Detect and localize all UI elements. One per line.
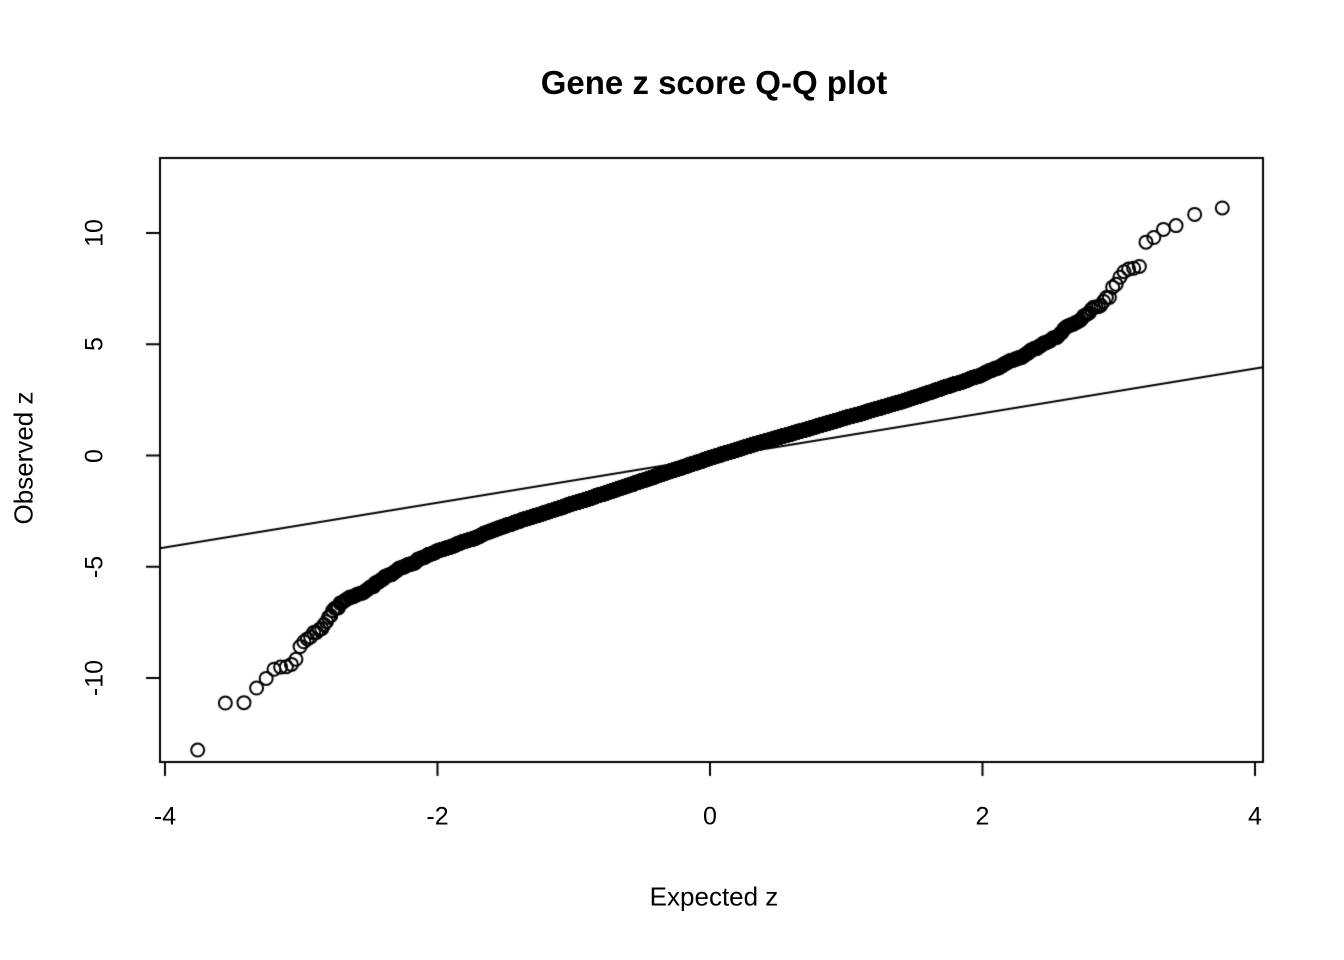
x-tick-label: -4 — [153, 802, 177, 831]
y-axis-label: Observed z — [8, 391, 39, 525]
y-tick-label: 10 — [80, 218, 109, 247]
x-axis-label: Expected z — [649, 881, 779, 912]
y-tick-label: 0 — [80, 448, 109, 463]
x-tick-label: -2 — [426, 802, 449, 831]
x-tick-label: 2 — [975, 802, 990, 831]
x-tick-label: 4 — [1248, 802, 1262, 831]
y-tick-label: 5 — [80, 337, 109, 352]
y-tick-label: -5 — [80, 555, 109, 578]
chart-title: Gene z score Q-Q plot — [540, 64, 888, 101]
x-tick-label: 0 — [703, 802, 717, 831]
y-tick-label: -10 — [80, 660, 109, 697]
